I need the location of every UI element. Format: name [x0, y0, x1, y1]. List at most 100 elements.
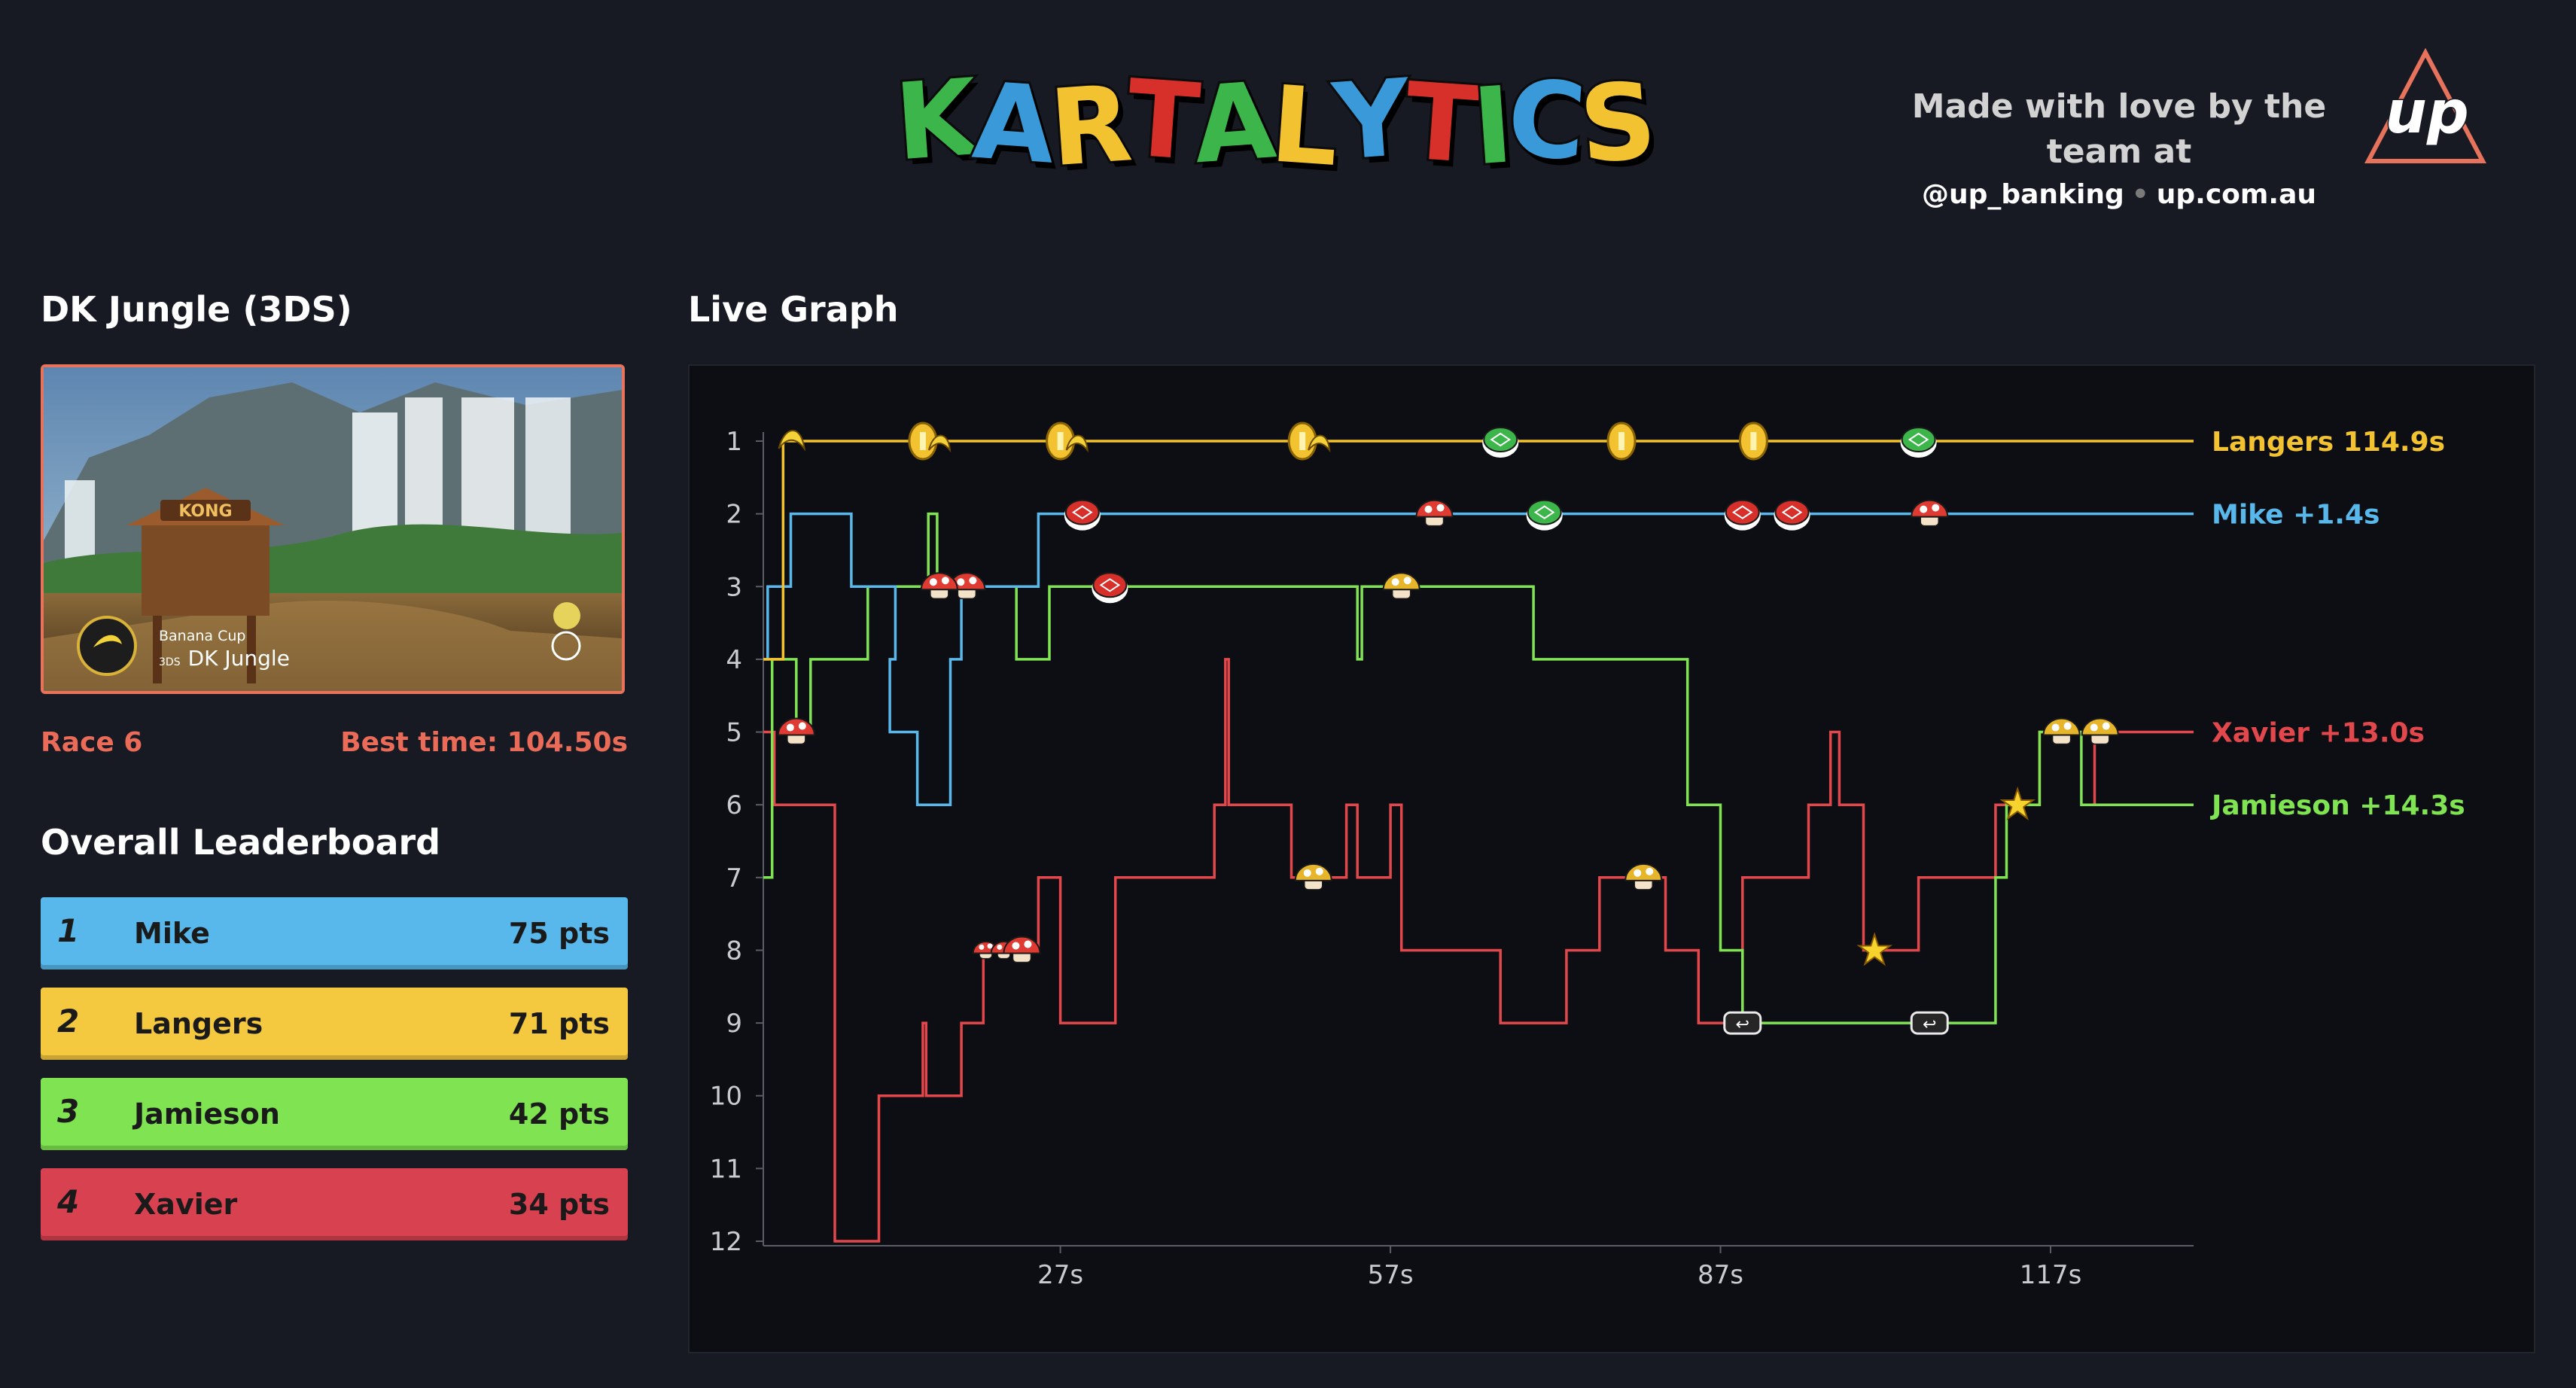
- coin-icon: [1606, 422, 1637, 461]
- leaderboard-rank: 3: [57, 1093, 80, 1130]
- logo-letter: S: [1574, 58, 1658, 190]
- leaderboard-points: 75 pts: [508, 917, 610, 950]
- leaderboard-row[interactable]: 3 Jamieson 42 pts: [41, 1078, 628, 1150]
- kong-sign: KONG: [178, 502, 232, 521]
- graph-panel: [688, 364, 2535, 1353]
- graph-title: Live Graph: [688, 289, 899, 330]
- bullet-bill-icon: ↩: [1910, 1011, 1949, 1035]
- series-line-mike: [763, 512, 2194, 806]
- website-link[interactable]: up.com.au: [2156, 179, 2317, 210]
- separator-dot: •: [2131, 179, 2149, 210]
- leaderboard-name: Langers: [134, 1007, 263, 1040]
- coin-banana-icon: [1046, 422, 1089, 461]
- logo-letter: C: [1501, 55, 1587, 187]
- leaderboard-name: Jamieson: [134, 1097, 280, 1131]
- twitter-link[interactable]: @up_banking: [1921, 179, 2124, 210]
- banana-icon: [778, 430, 805, 452]
- track-cup: Banana Cup: [159, 628, 246, 644]
- y-tick-label: 1: [726, 427, 742, 457]
- leaderboard-rank: 2: [57, 1003, 80, 1039]
- star-icon: ★: [1856, 925, 1893, 974]
- y-tick-label: 4: [726, 645, 742, 675]
- mushroom-icon: [1911, 499, 1949, 527]
- track-name: 3DS DK Jungle: [159, 646, 290, 671]
- coin-banana-icon: [1287, 422, 1331, 461]
- up-logo-triangle: [2364, 48, 2486, 163]
- logo-letter: A: [967, 58, 1056, 190]
- up-logo[interactable]: up: [2364, 48, 2488, 169]
- y-tick-label: 11: [710, 1154, 742, 1184]
- series-line-jamieson: [763, 512, 2194, 1024]
- y-tick-label: 10: [710, 1082, 742, 1112]
- x-tick-label: 27s: [1037, 1260, 1083, 1290]
- green-shell-icon: [1482, 427, 1519, 458]
- coin-banana-icon: [908, 422, 952, 461]
- credit-line: Made with love by the team at: [1911, 87, 2327, 171]
- golden-mushroom-icon: [1624, 863, 1663, 890]
- svg-text:↩: ↩: [1736, 1015, 1749, 1034]
- series-line-langers: [763, 440, 2194, 661]
- red-shell-icon: [1092, 572, 1128, 604]
- banana-cup-emblem: [77, 616, 137, 676]
- leaderboard-row[interactable]: 2 Langers 71 pts: [41, 988, 628, 1060]
- y-tick-label: 9: [726, 1009, 742, 1039]
- red-shell-icon: [1064, 499, 1101, 531]
- leaderboard-title: Overall Leaderboard: [41, 822, 441, 863]
- logo-letter: A: [1188, 58, 1277, 190]
- logo-letter: R: [1044, 61, 1134, 193]
- credits: Made with love by the team at @up_bankin…: [1859, 84, 2379, 210]
- red-shell-icon: [1774, 499, 1810, 531]
- y-tick-label: 2: [726, 500, 742, 530]
- svg-text:★: ★: [1999, 781, 2036, 828]
- logo-letter: T: [1399, 58, 1480, 190]
- credit-links: @up_banking • up.com.au: [1859, 179, 2379, 210]
- logo-letter: T: [1120, 55, 1201, 187]
- track-title: DK Jungle (3DS): [41, 289, 352, 330]
- best-time: Best time: 104.50s: [340, 727, 628, 758]
- golden-mushroom-icon: [1294, 863, 1332, 890]
- green-shell-icon: [1526, 499, 1563, 531]
- y-tick-label: 8: [726, 936, 742, 966]
- coin-icon: [1738, 422, 1768, 461]
- leaderboard-points: 71 pts: [508, 1007, 610, 1040]
- golden-mushroom-icon: [1382, 572, 1420, 600]
- race-label: Race 6: [41, 727, 143, 758]
- mushroom-icon: [920, 572, 958, 600]
- y-tick-label: 7: [726, 863, 742, 893]
- triple-mushroom-icon: [972, 936, 1041, 963]
- track-preview: KONG Banana Cup 3DS DK Jungle: [41, 364, 625, 694]
- series-line-xavier: [763, 658, 2194, 1243]
- series-end-label: Mike +1.4s: [2212, 500, 2380, 531]
- 3ds-emblem: [551, 631, 581, 661]
- star-icon: ★: [1999, 780, 2036, 829]
- y-tick-label: 3: [726, 572, 742, 602]
- golden-mushroom-icon: [2042, 717, 2081, 745]
- x-tick-label: 57s: [1368, 1260, 1414, 1290]
- red-shell-icon: [1724, 499, 1761, 531]
- leaderboard-points: 42 pts: [508, 1097, 610, 1131]
- leaderboard-row[interactable]: 4 Xavier 34 pts: [41, 1168, 628, 1240]
- y-tick-label: 12: [710, 1227, 742, 1257]
- x-tick-label: 117s: [2020, 1260, 2082, 1290]
- svg-text:★: ★: [1856, 926, 1892, 973]
- leaderboard-rank: 1: [57, 912, 80, 949]
- bullet-bill-icon: ↩: [1723, 1011, 1762, 1035]
- series-end-label: Jamieson +14.3s: [2209, 790, 2465, 821]
- kartalytics-logo: KARTALYTICS: [889, 55, 1658, 193]
- mushroom-icon: [1415, 499, 1454, 527]
- track-image: KONG: [44, 367, 622, 691]
- y-tick-label: 6: [726, 790, 742, 820]
- green-shell-icon: [1900, 427, 1937, 458]
- logo-letter: Y: [1327, 55, 1412, 187]
- leaderboard-row[interactable]: 1 Mike 75 pts: [41, 897, 628, 969]
- leaderboard-name: Xavier: [134, 1188, 238, 1221]
- track-platform: 3DS: [159, 656, 181, 668]
- series-end-label: Langers 114.9s: [2212, 427, 2445, 458]
- leaderboard-rank: 4: [57, 1183, 80, 1220]
- track-name-text: DK Jungle: [187, 646, 290, 671]
- golden-mushroom-icon: [2081, 717, 2119, 745]
- x-tick-label: 87s: [1698, 1260, 1743, 1290]
- series-end-label: Xavier +13.0s: [2212, 718, 2425, 749]
- up-logo-text: up: [2385, 79, 2468, 147]
